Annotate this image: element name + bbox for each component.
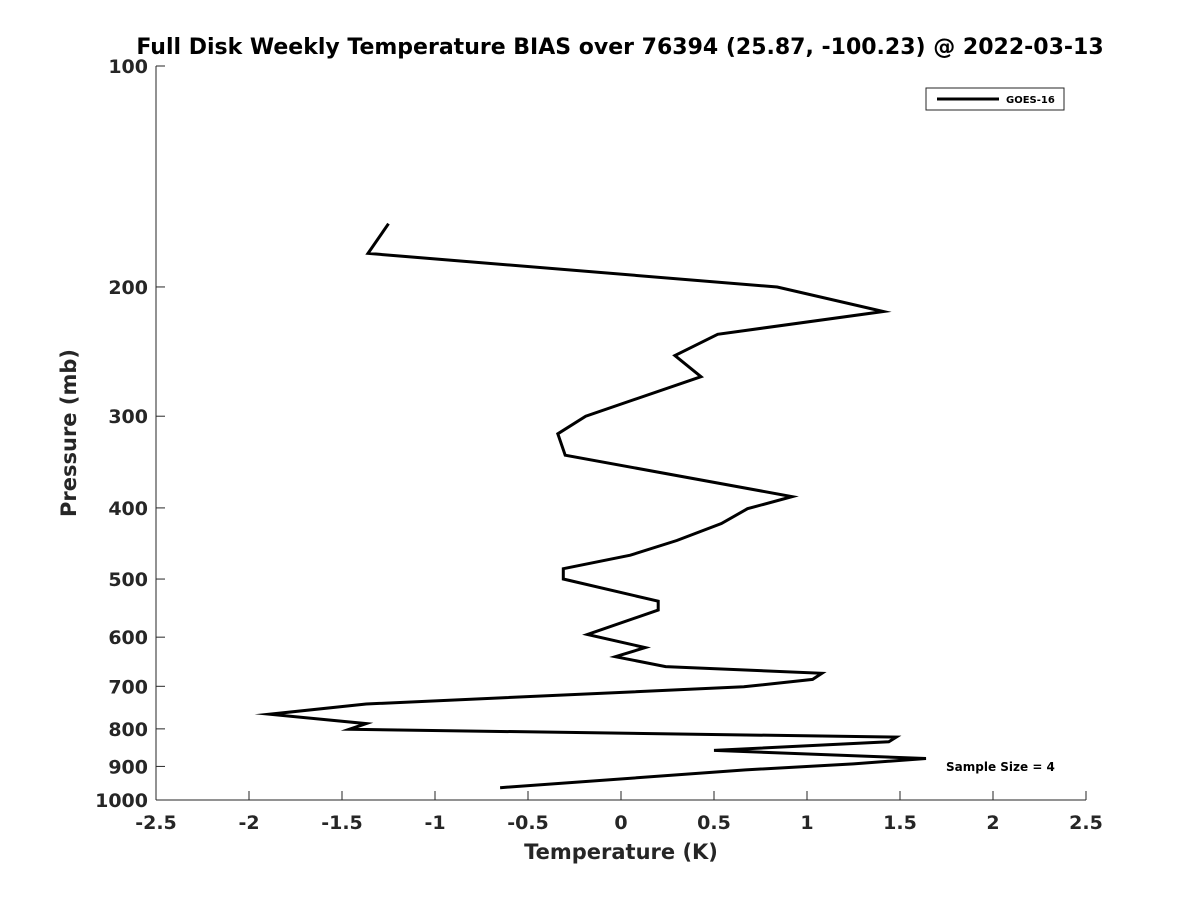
y-tick-label: 600 — [108, 627, 148, 649]
y-tick-label: 400 — [108, 498, 148, 520]
y-tick-label: 300 — [108, 406, 148, 428]
y-tick-label: 800 — [108, 719, 148, 741]
x-tick-label: 2.5 — [1069, 812, 1103, 834]
x-tick-label: -0.5 — [507, 812, 549, 834]
sample-size-annotation: Sample Size = 4 — [946, 760, 1055, 774]
x-tick-label: 0.5 — [697, 812, 731, 834]
x-tick-label: 2 — [986, 812, 999, 834]
y-tick-label: 200 — [108, 277, 148, 299]
axes — [155, 66, 1086, 801]
y-tick-label: 900 — [108, 756, 148, 778]
series-line-goes-16 — [254, 222, 927, 790]
legend: GOES-16 — [925, 87, 1065, 111]
x-tick-label: 1.5 — [883, 812, 917, 834]
y-tick-label: 700 — [108, 676, 148, 698]
y-tick-label: 1000 — [95, 790, 148, 812]
x-ticks: -2.5 -2 -1.5 -1 -0.5 0 0.5 1 1.5 2 2.5 — [135, 791, 1103, 834]
series-layer — [254, 222, 927, 790]
y-axis-label: Pressure (mb) — [57, 349, 81, 517]
x-axis-label: Temperature (K) — [524, 840, 718, 864]
x-tick-label: -2.5 — [135, 812, 177, 834]
x-tick-label: -2 — [238, 812, 259, 834]
x-tick-label: -1 — [424, 812, 445, 834]
legend-label-goes-16: GOES-16 — [1006, 95, 1055, 106]
chart-title: Full Disk Weekly Temperature BIAS over 7… — [136, 35, 1103, 60]
y-tick-label: 500 — [108, 569, 148, 591]
y-ticks: 100 200 300 400 500 600 700 800 900 1000 — [95, 56, 165, 812]
x-tick-label: 1 — [800, 812, 813, 834]
x-tick-label: -1.5 — [321, 812, 363, 834]
x-tick-label: 0 — [614, 812, 627, 834]
y-tick-label: 100 — [108, 56, 148, 78]
